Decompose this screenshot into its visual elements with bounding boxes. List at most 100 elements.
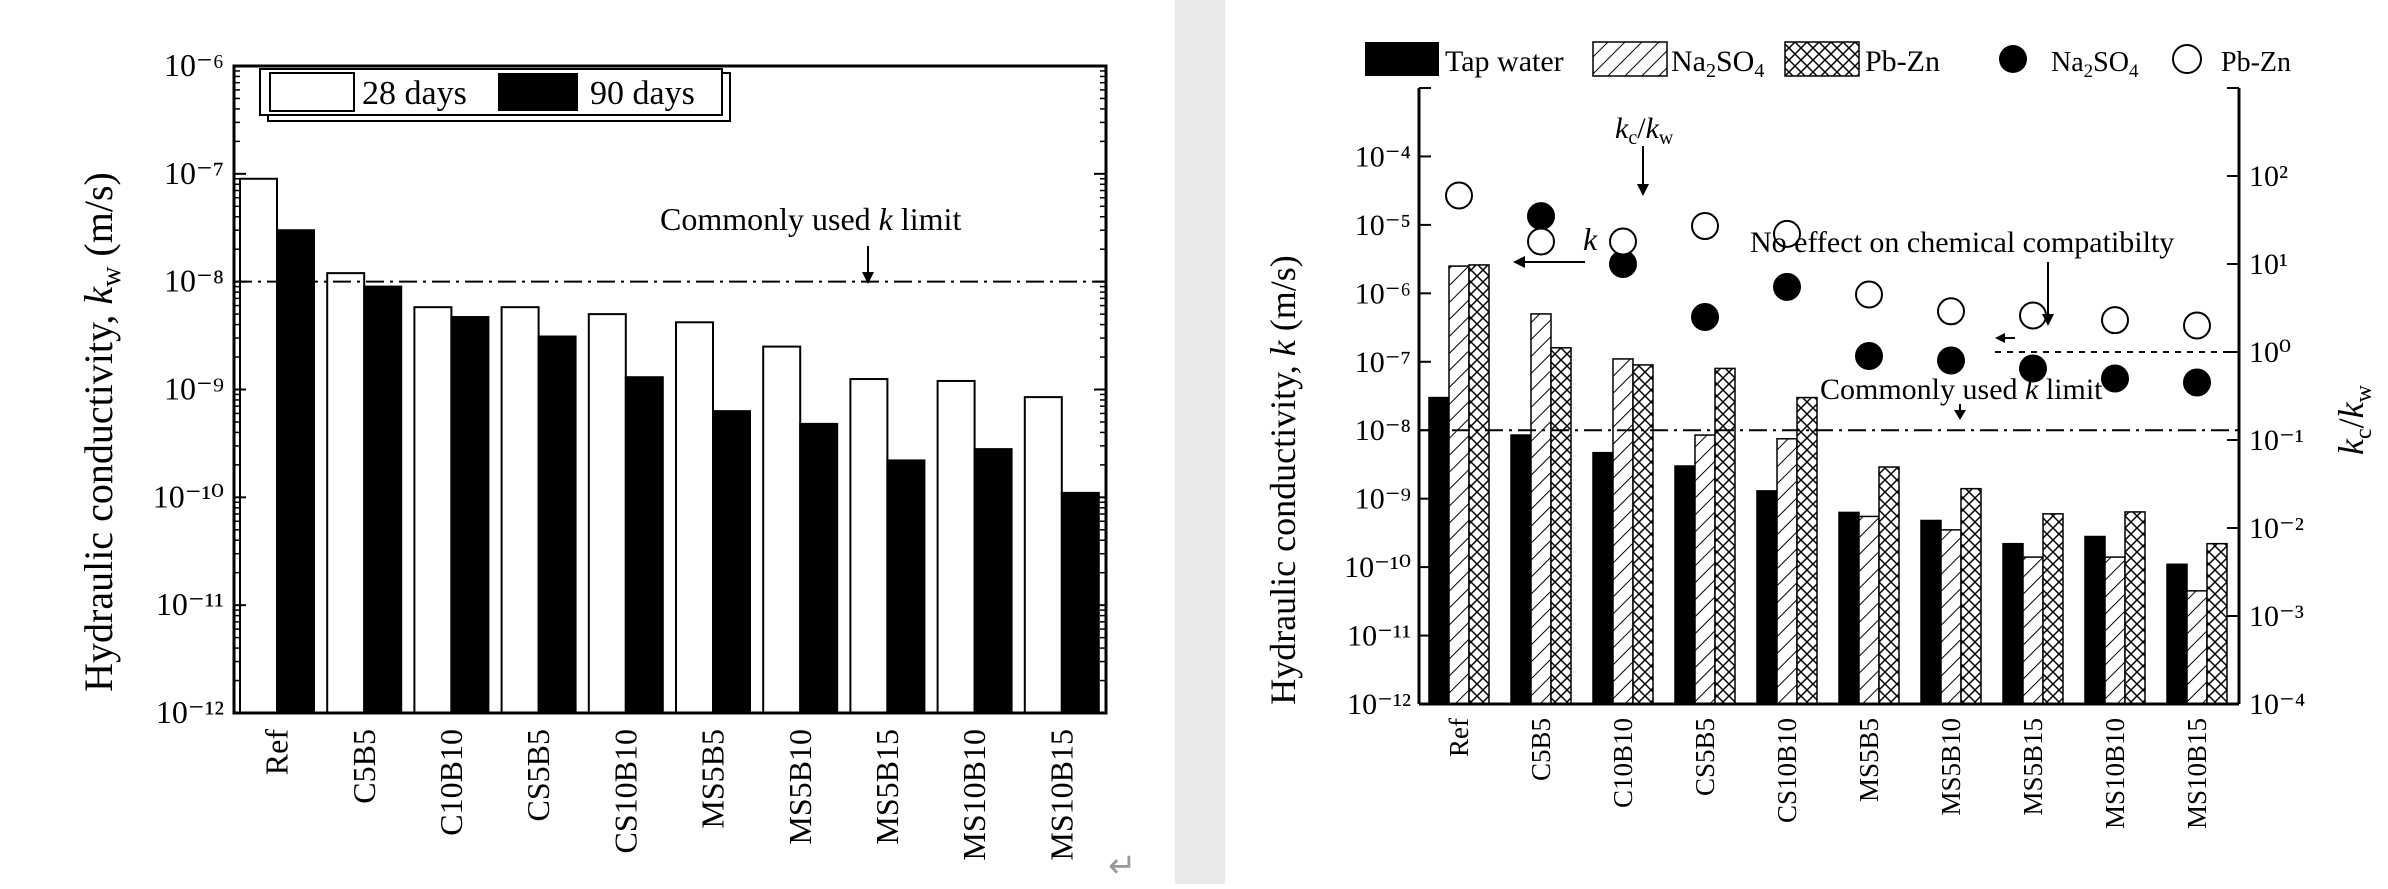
point-na2so4-filled-ms5b5	[1855, 342, 1883, 371]
bar-90-days-ms10b10	[973, 448, 1013, 714]
bar-90-days-cs10b10	[624, 376, 664, 714]
x-tick-label-cs10b10: CS10B10	[1772, 718, 1802, 823]
legend-label-28-days: 28 days	[362, 75, 467, 112]
x-tick-label-ms10b10: MS10B10	[2100, 718, 2130, 829]
bar-90-days-ms10b15	[1060, 491, 1100, 714]
legend-label-pbzn-bar: Pb-Zn	[1865, 45, 1940, 78]
bar-tap-water-ms5b10	[1920, 519, 1942, 705]
k-arrowhead	[1513, 256, 1525, 268]
bar-tap-water-ms5b15	[2002, 542, 2024, 705]
no-effect-annotation: No effect on chemical compatibilty	[1750, 226, 2174, 259]
y-left-tick-label: 10⁻⁹	[1355, 483, 1411, 516]
y-left-tick-label: 10⁻⁷	[1355, 346, 1411, 379]
y-left-tick-label: 10⁻⁵	[1355, 209, 1411, 242]
point-na2so4-filled-ms10b10	[2101, 364, 2129, 393]
point-pb-zn-open-ms5b5	[1855, 280, 1883, 309]
limit-arrowhead	[862, 272, 874, 284]
y-left-tick-label: 10⁻⁶	[1355, 277, 1411, 310]
right-chart: Ref C5B5 C10B10 CS5B5 CS10B10 MS5B5 MS5B10 MS5B…	[1263, 41, 2377, 829]
y-left-tick-label: 10⁻⁸	[1355, 414, 1411, 447]
x-tick-label-c5b5: C5B5	[346, 729, 382, 804]
point-pb-zn-open-c5b5	[1527, 227, 1555, 256]
point-na2so4-filled-ms5b15	[2019, 354, 2047, 383]
bar-pb-zn-ms5b10	[1960, 487, 1982, 705]
bar-pb-zn-cs10b10	[1796, 396, 1818, 705]
left-chart-panel: Ref C5B5 C10B10 CS5B5 CS10B10 MS5B5 MS5B10 MS5B…	[0, 0, 1175, 886]
y-tick-label: 10⁻⁷	[164, 155, 224, 191]
bar-tap-water-ms5b5	[1838, 511, 1860, 705]
bar-tap-water-ms10b10	[2084, 535, 2106, 705]
bar-28-days-cs10b10	[587, 313, 627, 714]
point-pb-zn-open-ref	[1445, 181, 1473, 210]
bar-tap-water-c5b5	[1510, 434, 1532, 705]
point-na2so4-filled-cs5b5	[1691, 302, 1719, 331]
x-tick-label-c10b10: C10B10	[433, 729, 469, 836]
bar-pb-zn-c10b10	[1632, 364, 1654, 705]
bar-tap-water-ref	[1428, 396, 1450, 705]
bar-tap-water-cs10b10	[1756, 490, 1778, 705]
bar-28-days-ref	[239, 177, 278, 714]
bar-28-days-ms10b10	[936, 379, 976, 714]
legend-label-tap-water: Tap water	[1445, 45, 1564, 78]
limit-arrowhead	[1954, 410, 1966, 420]
legend-swatch-tap-water	[1365, 42, 1439, 76]
right-legend: Tap water Na2SO4 Pb-Zn Na2SO4 Pb-Zn	[1365, 41, 2291, 82]
x-tick-label-ms5b10: MS5B10	[1936, 718, 1966, 816]
x-tick-label-ms5b5: MS5B5	[1854, 718, 1884, 802]
bar-tap-water-c10b10	[1592, 451, 1614, 705]
left-legend: 28 days 90 days	[259, 68, 731, 122]
x-tick-label-ref: Ref	[259, 729, 295, 776]
legend-label-na2so4-bar: Na2SO4	[1671, 45, 1764, 82]
y-tick-label: 10⁻⁹	[164, 371, 224, 407]
bar-na2so4-ms10b15	[2186, 590, 2208, 705]
point-pb-zn-open-ms10b15	[2183, 311, 2211, 340]
left-y-axis-label: Hydraulic conductivity, kw (m/s)	[76, 172, 127, 692]
point-pb-zn-open-ms10b10	[2101, 306, 2129, 335]
bar-tap-water-ms10b15	[2166, 563, 2188, 705]
y-tick-label: 10⁻¹⁰	[153, 478, 224, 514]
legend-label-pbzn-ratio: Pb-Zn	[2221, 47, 2291, 78]
x-tick-label-ms5b15: MS5B15	[2018, 718, 2048, 816]
x-tick-label-ms10b15: MS10B15	[1043, 729, 1079, 861]
bar-90-days-ms5b10	[799, 422, 839, 714]
y-left-tick-label: 10⁻¹⁰	[1344, 551, 1411, 584]
y-right-tick-label: 10⁻³	[2249, 600, 2304, 633]
bar-28-days-c5b5	[326, 272, 366, 714]
y-right-tick-label: 10⁻¹	[2249, 424, 2304, 457]
x-tick-label-ms10b15: MS10B15	[2182, 718, 2212, 829]
right-chart-right-y-label: kc/kw	[2331, 384, 2377, 455]
bar-90-days-cs5b5	[537, 335, 577, 714]
panel-gap	[1175, 0, 1225, 884]
k-annotation: k	[1583, 221, 1598, 257]
point-pb-zn-open-cs10b10	[1773, 219, 1801, 248]
x-tick-label-cs5b5: CS5B5	[1690, 718, 1720, 796]
point-pb-zn-open-cs5b5	[1691, 212, 1719, 241]
bar-na2so4-ms10b10	[2104, 556, 2126, 705]
bar-na2so4-c10b10	[1612, 358, 1634, 705]
bar-pb-zn-c5b5	[1550, 347, 1572, 705]
return-arrow-icon: ↵	[1108, 846, 1137, 886]
bar-pb-zn-ms10b15	[2206, 542, 2228, 705]
y-tick-label: 10⁻¹¹	[156, 586, 224, 622]
bar-pb-zn-ref	[1468, 264, 1490, 705]
bar-na2so4-cs5b5	[1694, 434, 1716, 705]
bar-na2so4-c5b5	[1530, 313, 1552, 705]
y-left-tick-label: 10⁻¹¹	[1347, 620, 1411, 653]
point-na2so4-filled-cs10b10	[1773, 272, 1801, 301]
right-chart-panel: Ref C5B5 C10B10 CS5B5 CS10B10 MS5B5 MS5B10 MS5B…	[1225, 0, 2388, 884]
y-tick-label: 10⁻¹²	[156, 694, 224, 730]
x-tick-label-cs10b10: CS10B10	[607, 729, 643, 853]
legend-label-na2so4-ratio: Na2SO4	[2051, 47, 2139, 82]
x-tick-label-ms5b15: MS5B15	[869, 729, 905, 845]
bar-na2so4-ms5b5	[1858, 515, 1880, 705]
bar-pb-zn-ms5b15	[2042, 513, 2064, 705]
bar-90-days-ms5b15	[886, 459, 926, 714]
x-tick-label-cs5b5: CS5B5	[520, 729, 556, 821]
point-na2so4-filled-ms5b10	[1937, 346, 1965, 375]
legend-swatch-na2so4-bar	[1592, 41, 1668, 77]
point-pb-zn-open-c10b10	[1609, 227, 1637, 256]
point-pb-zn-open-ms5b10	[1937, 297, 1965, 326]
bar-pb-zn-ms10b10	[2124, 511, 2146, 705]
y-right-tick-label: 10⁰	[2249, 336, 2291, 369]
x-tick-label-ms5b10: MS5B10	[782, 729, 818, 845]
